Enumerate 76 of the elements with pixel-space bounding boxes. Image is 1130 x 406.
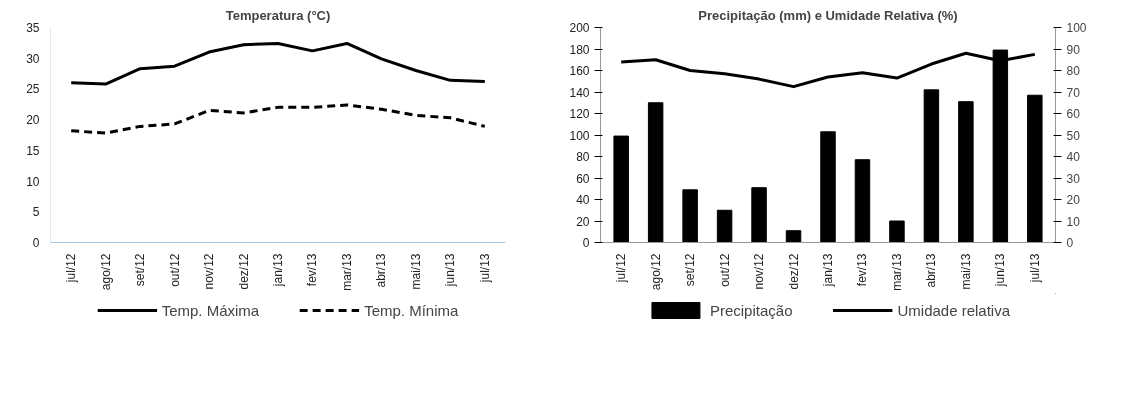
y2-tick-label: 60 xyxy=(1066,107,1081,121)
y-tick-label: 20 xyxy=(26,113,40,128)
x-tick-label: mar/13 xyxy=(889,253,904,291)
x-tick-label: nov/12 xyxy=(202,253,217,290)
bar xyxy=(889,220,905,243)
legend-label: Temp. Máxima xyxy=(161,301,260,319)
y-tick-label: 5 xyxy=(32,205,40,220)
x-tick-label: mai/13 xyxy=(958,253,973,290)
y-tick-label: 60 xyxy=(576,171,590,186)
bar xyxy=(958,101,974,243)
y2-tick-label: 90 xyxy=(1066,42,1081,57)
x-tick-label: jul/12 xyxy=(64,253,79,284)
chart-title: Precipitação (mm) e Umidade Relativa (%) xyxy=(698,7,958,23)
bar xyxy=(647,102,664,243)
bar xyxy=(923,89,940,243)
x-tick-label: out/12 xyxy=(167,253,182,287)
line-series xyxy=(69,41,487,86)
y-tick-label: 15 xyxy=(26,143,40,158)
x-tick-label: fev/13 xyxy=(855,253,870,287)
x-tick-label: abr/13 xyxy=(374,253,389,288)
y-tick-label: 160 xyxy=(569,64,590,78)
x-tick-label: dez/12 xyxy=(236,253,251,290)
x-tick-label: ago/12 xyxy=(98,253,113,291)
y-tick-label: 140 xyxy=(569,85,590,100)
y2-tick-label: 50 xyxy=(1066,128,1081,143)
y-tick-label: 0 xyxy=(32,236,40,250)
y-tick-label: 30 xyxy=(26,51,40,66)
y2-tick-label: 100 xyxy=(1066,21,1087,35)
bar xyxy=(854,159,871,243)
bar xyxy=(785,230,802,243)
y2-tick-label: 10 xyxy=(1066,214,1081,229)
x-tick-label: nov/12 xyxy=(752,253,767,290)
chart-title: Temperatura (°C) xyxy=(225,7,331,23)
y-tick-label: 100 xyxy=(569,128,590,143)
bar xyxy=(716,209,733,243)
legend-label: Umidade relativa xyxy=(897,301,1011,319)
y-tick-label: 20 xyxy=(576,214,590,229)
bar xyxy=(1027,94,1043,243)
y-tick-label: 25 xyxy=(26,82,40,97)
y-tick-label: 180 xyxy=(569,42,590,57)
y-tick-label: 0 xyxy=(582,236,590,250)
x-tick-label: jul/13 xyxy=(477,253,492,284)
x-tick-label: mar/13 xyxy=(339,253,354,291)
bar xyxy=(613,135,629,243)
x-tick-label: jan/13 xyxy=(821,253,835,288)
y2-tick-label: 80 xyxy=(1066,64,1081,78)
x-tick-label: fev/13 xyxy=(305,253,320,287)
x-tick-label: abr/13 xyxy=(924,253,939,288)
legend-label: Precipitação xyxy=(709,301,793,319)
y2-tick-label: 40 xyxy=(1066,150,1081,164)
x-tick-label: set/12 xyxy=(683,253,698,287)
x-tick-label: out/12 xyxy=(717,253,732,287)
y-tick-label: 80 xyxy=(576,150,590,164)
bar xyxy=(820,131,836,243)
y-tick-label: 120 xyxy=(569,107,590,121)
y-tick-label: 35 xyxy=(26,21,40,35)
y2-tick-label: 70 xyxy=(1066,85,1081,100)
y-tick-label: 10 xyxy=(26,174,40,189)
x-tick-label: jul/13 xyxy=(1027,253,1042,284)
x-tick-label: jan/13 xyxy=(271,253,285,288)
legend-label: Temp. Mínima xyxy=(364,301,459,319)
y2-tick-label: 0 xyxy=(1066,236,1074,250)
line-series xyxy=(69,103,487,135)
y2-tick-label: 20 xyxy=(1066,193,1081,207)
bar xyxy=(751,187,767,243)
x-tick-label: set/12 xyxy=(133,253,148,287)
bar xyxy=(682,189,698,243)
y-tick-label: 200 xyxy=(569,21,590,35)
x-tick-label: mai/13 xyxy=(408,253,423,290)
y2-tick-label: 30 xyxy=(1066,171,1081,186)
y-tick-label: 40 xyxy=(576,193,590,207)
x-tick-label: ago/12 xyxy=(648,253,663,291)
x-tick-label: jul/12 xyxy=(614,253,629,284)
x-tick-label: jun/13 xyxy=(443,253,458,288)
x-tick-label: jun/13 xyxy=(993,253,1008,288)
x-tick-label: dez/12 xyxy=(786,253,801,290)
